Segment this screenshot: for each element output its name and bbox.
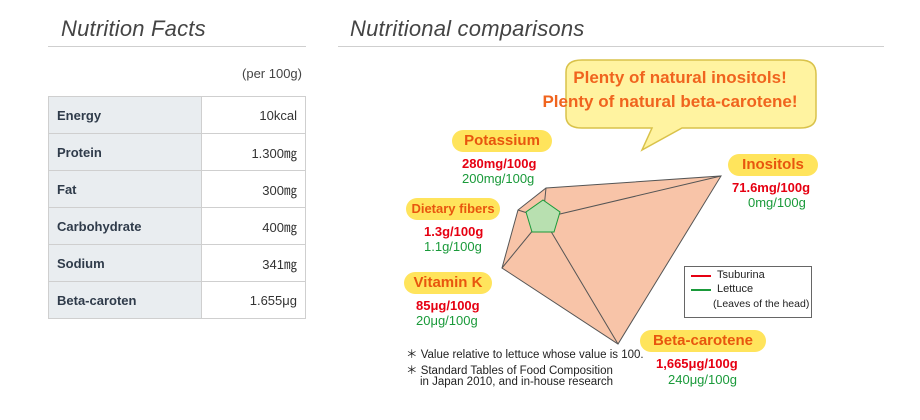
table-row: Beta-caroten 1.655μg (48, 281, 306, 319)
row-label: Protein (48, 133, 202, 171)
inositols-label: Inositols (728, 154, 818, 176)
table-row: Sodium 341㎎ (48, 244, 306, 282)
table-row: Protein 1.300㎎ (48, 133, 306, 171)
lettuce-polygon (525, 199, 561, 233)
chart-legend: Tsuburina Lettuce (Leaves of the head) (684, 266, 812, 318)
footnote-2b: in Japan 2010, and in-house research (420, 376, 614, 388)
row-label: Carbohydrate (48, 207, 202, 245)
inositols-tsuburina-value: 71.6mg/100g (732, 180, 811, 195)
dietary-fibers-lettuce-value: 1.1g/100g (424, 239, 482, 254)
speech-bubble (565, 59, 817, 152)
nutrition-facts-divider (48, 46, 306, 47)
nutrition-facts-table: Energy 10kcal Protein 1.300㎎ Fat 300㎎ Ca… (48, 96, 306, 319)
lettuce-legend-label: Lettuce (717, 283, 754, 295)
beta-carotene-tsuburina-value: 1,665μg/100g (656, 356, 738, 371)
row-value: 300㎎ (201, 170, 306, 208)
lettuce-legend-swatch (691, 289, 711, 291)
comparisons-divider (338, 46, 884, 47)
footnote-2a: ＊ Standard Tables of Food Composition (406, 365, 613, 377)
row-value: 1.655μg (201, 281, 306, 319)
dietary-fibers-label: Dietary fibers (406, 198, 500, 220)
table-row: Fat 300㎎ (48, 170, 306, 208)
bubble-line2: Plenty of natural beta-carotene! (542, 92, 798, 111)
tsuburina-polygon (501, 175, 722, 345)
row-label: Beta-caroten (48, 281, 202, 319)
row-value: 400㎎ (201, 207, 306, 245)
potassium-label: Potassium (452, 130, 552, 152)
nutrition-facts-title: Nutrition Facts (61, 16, 206, 41)
footnote-1: ＊ Value relative to lettuce whose value … (406, 349, 644, 361)
table-row: Energy 10kcal (48, 96, 306, 134)
row-label: Energy (48, 96, 202, 134)
beta-carotene-lettuce-value: 240μg/100g (668, 372, 737, 387)
row-value: 1.300㎎ (201, 133, 306, 171)
beta-carotene-label: Beta-carotene (640, 330, 766, 352)
vitamin-k-label: Vitamin K (404, 272, 492, 294)
vitamin-k-lettuce-value: 20μg/100g (416, 313, 478, 328)
potassium-lettuce-value: 200mg/100g (462, 171, 535, 186)
per-100g-label: (per 100g) (242, 66, 302, 81)
potassium-tsuburina-value: 280mg/100g (462, 156, 537, 171)
inositols-lettuce-value: 0mg/100g (748, 195, 806, 210)
row-value: 10kcal (201, 96, 306, 134)
tsuburina-legend-label: Tsuburina (717, 269, 765, 281)
tsuburina-legend-swatch (691, 275, 711, 277)
comparisons-title: Nutritional comparisons (350, 16, 585, 41)
lettuce-legend-note: (Leaves of the head) (713, 298, 810, 310)
dietary-fibers-tsuburina-value: 1.3g/100g (424, 224, 484, 239)
row-label: Fat (48, 170, 202, 208)
row-value: 341㎎ (201, 244, 306, 282)
table-row: Carbohydrate 400㎎ (48, 207, 306, 245)
bubble-line1: Plenty of natural inositols! (573, 68, 787, 87)
radar-chart (501, 59, 817, 345)
row-label: Sodium (48, 244, 202, 282)
vitamin-k-tsuburina-value: 85μg/100g (416, 298, 480, 313)
